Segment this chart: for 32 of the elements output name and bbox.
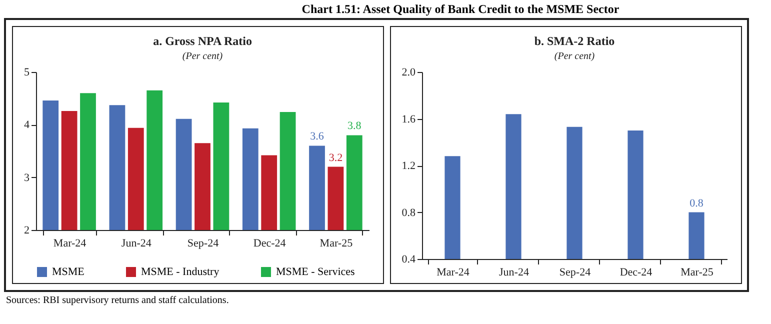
data-label: 3.8	[348, 120, 362, 132]
x-tick-label: Jun-24	[499, 266, 530, 278]
legend-label: MSME - Services	[276, 266, 355, 278]
chart-title: b. SMA-2 Ratio	[534, 34, 615, 48]
x-tick-label: Sep-24	[559, 266, 592, 278]
legend-label: MSME - Industry	[141, 266, 220, 278]
x-tick-label: Mar-24	[436, 266, 470, 278]
data-label: 3.2	[328, 152, 343, 164]
y-tick-label: 0.4	[402, 254, 416, 266]
chart-title: a. Gross NPA Ratio	[153, 34, 252, 48]
chart-subtitle: (Per cent)	[554, 51, 596, 62]
y-tick-label: 2.0	[402, 66, 416, 78]
x-tick-label: Dec-24	[620, 266, 653, 278]
y-tick-label: 1.2	[402, 160, 416, 172]
y-tick-label: 2	[24, 224, 30, 236]
y-tick-label: 0.8	[402, 206, 416, 219]
chart-subtitle: (Per cent)	[182, 51, 224, 62]
y-tick-label: 1.6	[402, 113, 416, 126]
x-tick-label: Dec-24	[253, 238, 286, 250]
legend-label: MSME	[52, 266, 85, 278]
data-label: 3.6	[310, 130, 324, 143]
source-note: Sources: RBI supervisory returns and staff calculations.	[5, 294, 230, 308]
y-tick-label: 5	[24, 66, 30, 78]
x-tick-label: Mar-24	[53, 238, 87, 250]
x-tick-label: Jun-24	[121, 238, 152, 250]
data-label: 0.8	[690, 197, 704, 210]
y-tick-label: 3	[24, 172, 30, 184]
y-tick-label: 4	[24, 119, 30, 132]
x-tick-label: Mar-25	[320, 238, 354, 250]
caption: Chart 1.51: Asset Quality of Bank Credit to the MSME Sector	[300, 1, 620, 18]
x-tick-label: Mar-25	[680, 266, 714, 278]
x-tick-label: Sep-24	[187, 238, 220, 250]
